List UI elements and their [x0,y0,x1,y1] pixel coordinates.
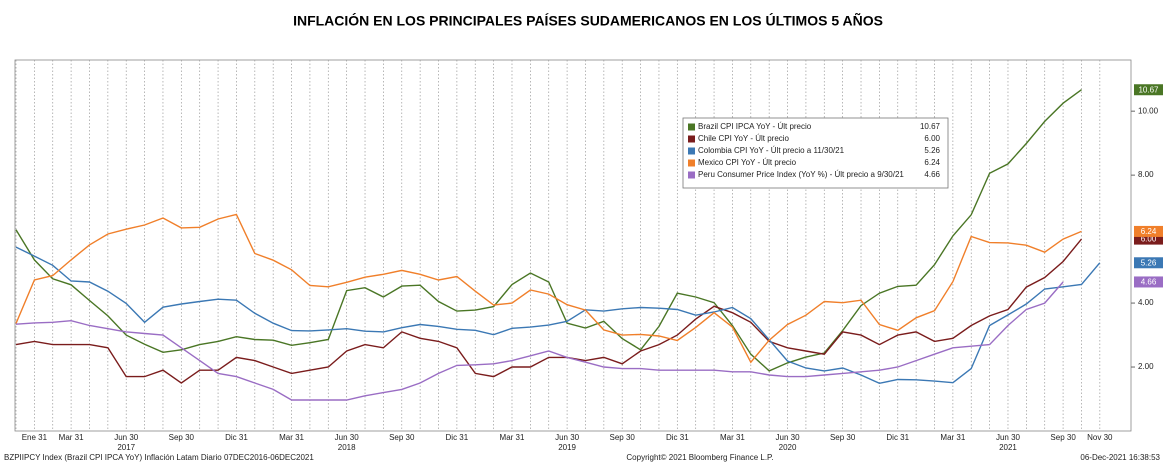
legend-value: 10.67 [920,122,941,131]
x-tick-label: Dic 31 [666,433,689,442]
footer-center: Copyright© 2021 Bloomberg Finance L.P. [626,453,773,462]
last-value-tag [1134,233,1163,245]
series-line [15,246,1101,385]
footer-right: 06-Dec-2021 16:38:53 [1080,453,1160,462]
x-tick-label: Jun 30 [114,433,139,442]
legend-value: 6.24 [924,158,940,167]
x-tick-label: Sep 30 [169,433,195,442]
legend-label: Peru Consumer Price Index (YoY %) - Últ … [698,170,904,179]
legend-swatch [688,147,695,155]
legend-swatch [688,135,695,143]
chart-title: INFLACIÓN EN LOS PRINCIPALES PAÍSES SUDA… [293,12,883,29]
x-tick-label: Sep 30 [389,433,415,442]
x-tick-label: Dic 31 [446,433,469,442]
legend-value: 4.66 [924,170,940,179]
legend-box [682,117,949,189]
last-value-label: 6.24 [1141,227,1157,236]
x-tick-label: Mar 31 [279,433,304,442]
x-tick-label: Jun 30 [996,433,1021,442]
legend-label: Chile CPI YoY - Últ precio [698,134,790,143]
y-tick-label: 2.00 [1138,362,1154,371]
year-label: 2018 [338,443,356,452]
legend-value: 6.00 [924,134,940,143]
x-tick-label: Sep 30 [830,433,856,442]
legend-value: 5.26 [924,146,940,155]
x-tick-label: Mar 31 [59,433,84,442]
footer-left: BZPIIPCY Index (Brazil CPI IPCA YoY) Inf… [4,453,314,462]
last-value-label: 4.66 [1141,278,1157,287]
year-label: 2021 [999,443,1017,452]
series-line [15,238,1083,384]
last-value-label: 5.26 [1141,258,1157,267]
x-tick-label: Ene 31 [22,433,48,442]
series-line [15,213,1082,364]
legend-label: Mexico CPI YoY - Últ precio [698,158,797,167]
last-value-tag [1134,276,1163,288]
legend-label: Brazil CPI IPCA YoY - Últ precio [698,122,812,131]
legend-swatch [688,159,695,167]
x-tick-label: Nov 30 [1087,433,1113,442]
series-line [15,281,1064,401]
y-tick-label: 4.00 [1138,298,1154,307]
year-label: 2020 [779,443,797,452]
legend-swatch [688,123,695,131]
x-tick-label: Mar 31 [500,433,525,442]
last-value-tag [1134,257,1163,269]
y-tick-label: 8.00 [1138,170,1154,179]
last-value-tag [1134,84,1163,96]
series-line [15,89,1082,372]
x-tick-label: Jun 30 [335,433,360,442]
year-label: 2019 [558,443,576,452]
last-value-label: 10.67 [1138,85,1159,94]
last-value-tag [1134,225,1163,237]
y-tick-label: 10.00 [1138,106,1159,115]
x-tick-label: Dic 31 [886,433,909,442]
x-tick-label: Jun 30 [555,433,580,442]
legend-label: Colombia CPI YoY - Últ precio a 11/30/21 [698,146,845,155]
x-tick-label: Sep 30 [610,433,636,442]
x-tick-label: Mar 31 [720,433,745,442]
x-tick-label: Sep 30 [1050,433,1076,442]
x-tick-label: Dic 31 [225,433,248,442]
last-value-label: 6.00 [1141,235,1157,244]
plot-area [14,59,1132,432]
year-label: 2017 [117,443,135,452]
legend-swatch [688,171,695,179]
x-tick-label: Mar 31 [940,433,965,442]
x-tick-label: Jun 30 [776,433,801,442]
